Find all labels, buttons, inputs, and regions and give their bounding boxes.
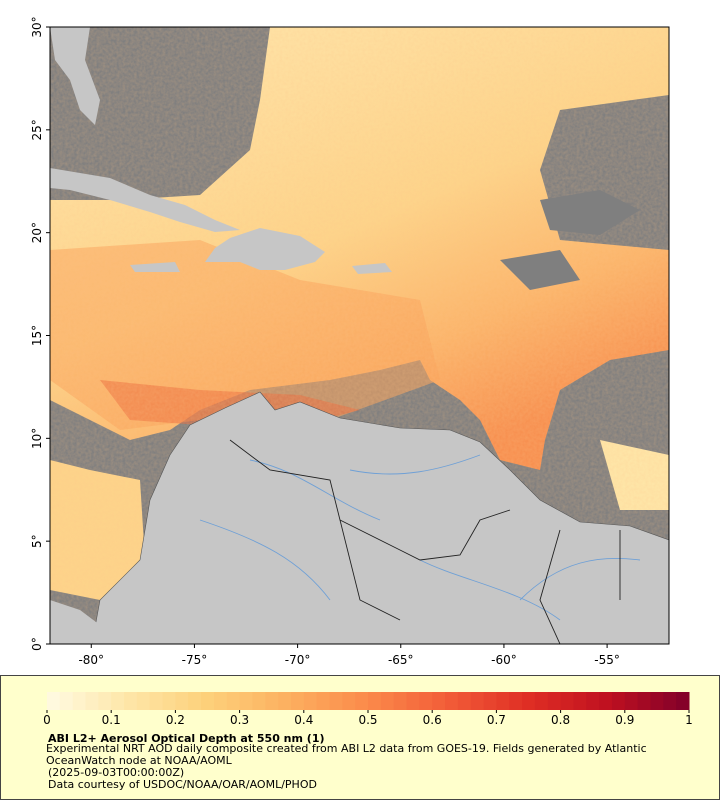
colorbar-swatch bbox=[650, 692, 664, 710]
map-title: ABI L2+ Aerosol Optical Depth at 550 nm … bbox=[48, 732, 325, 745]
colorbar-swatch bbox=[599, 692, 613, 710]
y-tick-label: 5° bbox=[30, 534, 44, 548]
colorbar-swatch bbox=[611, 692, 626, 710]
y-tick-label: 30° bbox=[30, 16, 44, 37]
credit: Data courtesy of USDOC/NOAA/OAR/AOML/PHO… bbox=[48, 778, 317, 791]
colorbar-swatch bbox=[624, 692, 639, 710]
colorbar-swatch bbox=[239, 692, 253, 710]
colorbar-swatch bbox=[226, 692, 241, 710]
x-tick-label: -55° bbox=[594, 653, 620, 667]
colorbar-swatch bbox=[676, 692, 690, 710]
colorbar-swatch bbox=[213, 692, 228, 710]
land bbox=[91, 391, 669, 644]
colorbar-tick-label: 0.2 bbox=[166, 713, 185, 727]
colorbar-swatch bbox=[406, 692, 420, 710]
colorbar-swatch bbox=[509, 692, 523, 710]
colorbar-swatch bbox=[201, 692, 215, 710]
colorbar-swatch bbox=[85, 692, 99, 710]
colorbar-swatch bbox=[637, 692, 651, 710]
colorbar-swatch bbox=[393, 692, 408, 710]
land bbox=[352, 263, 392, 274]
colorbar-swatch bbox=[265, 692, 279, 710]
colorbar-swatch bbox=[47, 692, 61, 710]
colorbar-swatch bbox=[496, 692, 510, 710]
colorbar-swatch bbox=[573, 692, 587, 710]
colorbar-tick-label: 0.7 bbox=[487, 713, 506, 727]
x-tick-label: -65° bbox=[388, 653, 414, 667]
land bbox=[50, 27, 100, 125]
colorbar-swatch bbox=[59, 692, 74, 710]
description-box: Experimental NRT AOD daily composite cre… bbox=[46, 743, 647, 767]
colorbar-swatch bbox=[457, 692, 472, 710]
y-tick-label: 10° bbox=[30, 428, 44, 449]
colorbar-swatch bbox=[72, 692, 87, 710]
land bbox=[205, 228, 325, 270]
colorbar-tick-label: 0.9 bbox=[615, 713, 634, 727]
colorbar-swatch bbox=[98, 692, 112, 710]
x-tick-label: -75° bbox=[182, 653, 208, 667]
colorbar-swatch bbox=[419, 692, 433, 710]
colorbar-swatch bbox=[303, 692, 318, 710]
colorbar-swatch bbox=[290, 692, 305, 710]
colorbar-tick-label: 0.1 bbox=[102, 713, 121, 727]
timestamp: (2025-09-03T00:00:00Z) bbox=[48, 766, 184, 779]
colorbar-swatch bbox=[252, 692, 266, 710]
colorbar-swatch bbox=[432, 692, 446, 710]
colorbar-swatch bbox=[560, 692, 574, 710]
colorbar-tick-label: 0.3 bbox=[230, 713, 249, 727]
y-tick-label: 25° bbox=[30, 119, 44, 140]
colorbar-tick-label: 0.6 bbox=[423, 713, 442, 727]
colorbar-swatch bbox=[663, 692, 677, 710]
colorbar-swatch bbox=[445, 692, 459, 710]
colorbar-swatch bbox=[124, 692, 138, 710]
colorbar-swatch bbox=[278, 692, 292, 710]
colorbar-swatch bbox=[149, 692, 164, 710]
colorbar-swatch bbox=[316, 692, 330, 710]
colorbar-swatch bbox=[483, 692, 497, 710]
colorbar-swatch bbox=[111, 692, 125, 710]
border bbox=[229, 439, 621, 644]
land bbox=[50, 168, 240, 232]
colorbar-tick-label: 0.5 bbox=[358, 713, 377, 727]
colorbar-swatch bbox=[329, 692, 343, 710]
land bbox=[130, 262, 180, 272]
land bbox=[50, 600, 100, 644]
y-tick-label: 0° bbox=[30, 637, 44, 651]
colorbar-swatch bbox=[547, 692, 562, 710]
colorbar-tick-label: 0 bbox=[43, 713, 51, 727]
colorbar-tick-label: 1 bbox=[685, 713, 693, 727]
colorbar-tick-label: 0.8 bbox=[551, 713, 570, 727]
y-tick-label: 20° bbox=[30, 222, 44, 243]
colorbar-swatch bbox=[470, 692, 485, 710]
x-tick-label: -70° bbox=[285, 653, 311, 667]
map-area bbox=[50, 27, 669, 644]
colorbar-swatch bbox=[188, 692, 202, 710]
colorbar-swatch bbox=[586, 692, 600, 710]
colorbar-swatch bbox=[534, 692, 549, 710]
y-tick-label: 15° bbox=[30, 325, 44, 346]
colorbar-swatch bbox=[162, 692, 176, 710]
river bbox=[199, 454, 641, 621]
colorbar-swatch bbox=[522, 692, 536, 710]
colorbar-swatch bbox=[355, 692, 369, 710]
x-tick-label: -60° bbox=[491, 653, 517, 667]
description: Experimental NRT AOD daily composite cre… bbox=[46, 743, 647, 767]
cloud bbox=[500, 190, 640, 290]
colorbar-tick-label: 0.4 bbox=[294, 713, 313, 727]
colorbar-swatch bbox=[342, 692, 356, 710]
colorbar-swatch bbox=[175, 692, 189, 710]
colorbar-swatch bbox=[380, 692, 395, 710]
colorbar-swatch bbox=[368, 692, 382, 710]
colorbar-swatch bbox=[136, 692, 151, 710]
x-tick-label: -80° bbox=[78, 653, 104, 667]
